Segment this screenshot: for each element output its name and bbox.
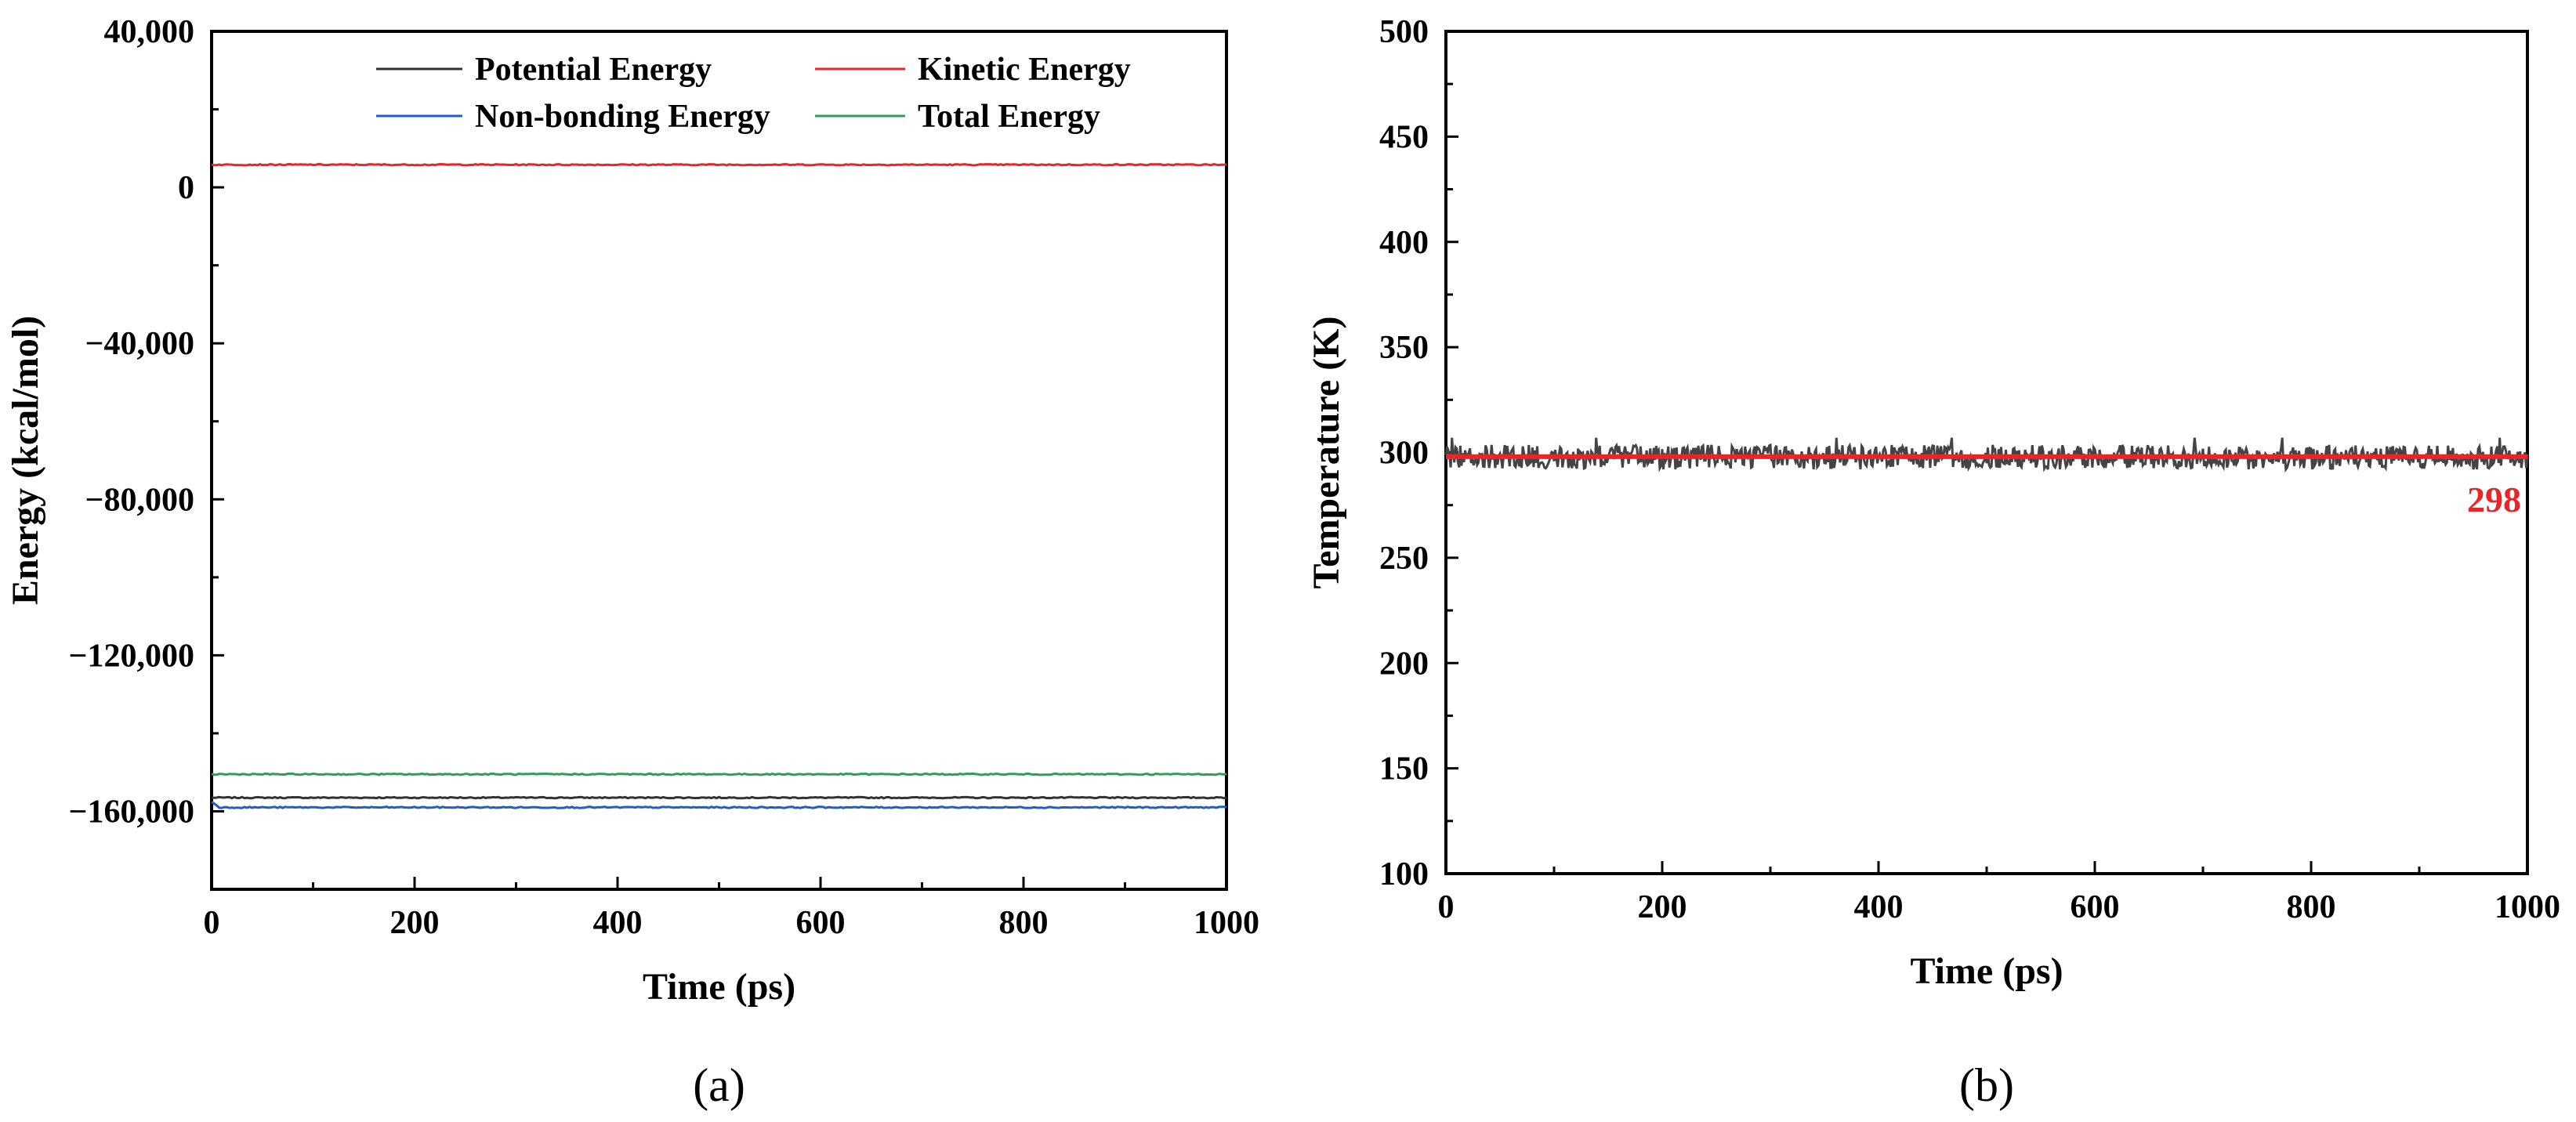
a-legend-label: Non-bonding Energy bbox=[475, 99, 770, 135]
a-legend-label: Potential Energy bbox=[475, 52, 712, 88]
a-series-line bbox=[211, 795, 1227, 800]
a-y-axis-title: Energy (kcal/mol) bbox=[5, 316, 46, 605]
temperature-chart: 0 200 400 600 800 1000 100 150 200 250 300 350 400 45… bbox=[1306, 14, 2560, 1111]
b-x-tick-label: 1000 bbox=[2494, 889, 2560, 925]
b-y-tick-label: 400 bbox=[1379, 225, 1429, 261]
b-panel-label: (b) bbox=[1959, 1059, 2014, 1111]
b-y-tick-label: 450 bbox=[1379, 119, 1429, 155]
b-y-tick-label: 300 bbox=[1379, 436, 1429, 472]
b-y-tick-label: 100 bbox=[1379, 856, 1429, 892]
a-legend-label: Kinetic Energy bbox=[918, 52, 1131, 88]
a-x-tick-label: 200 bbox=[390, 905, 440, 941]
b-x-tick-label: 200 bbox=[1638, 889, 1687, 925]
a-x-tick-label: 600 bbox=[796, 905, 846, 941]
a-panel-label: (a) bbox=[693, 1059, 745, 1111]
b-temperature-line bbox=[1444, 437, 2529, 473]
b-y-tick-label: 200 bbox=[1379, 646, 1429, 682]
a-x-axis-title: Time (ps) bbox=[643, 966, 795, 1008]
b-y-tick-label: 350 bbox=[1379, 330, 1429, 366]
b-y-tick-label: 250 bbox=[1379, 541, 1429, 577]
b-x-tick-label: 600 bbox=[2071, 889, 2120, 925]
b-x-axis-title: Time (ps) bbox=[1910, 950, 2063, 992]
a-legend-label: Total Energy bbox=[918, 99, 1100, 135]
a-y-tick-label: −160,000 bbox=[69, 794, 194, 830]
a-x-tick-label: 0 bbox=[204, 905, 220, 941]
a-y-tick-label: 0 bbox=[178, 170, 194, 206]
a-series-line bbox=[211, 801, 1227, 809]
a-y-tick-label: −120,000 bbox=[69, 638, 194, 674]
b-y-tick-label: 150 bbox=[1379, 751, 1429, 787]
a-y-tick-label: −40,000 bbox=[85, 326, 194, 362]
b-x-tick-label: 800 bbox=[2287, 889, 2336, 925]
a-series-line bbox=[211, 772, 1227, 776]
a-x-tick-label: 800 bbox=[999, 905, 1049, 941]
b-x-tick-label: 400 bbox=[1854, 889, 1904, 925]
a-x-tick-label: 1000 bbox=[1194, 905, 1259, 941]
b-y-tick-label: 500 bbox=[1379, 14, 1429, 50]
a-plot-frame bbox=[210, 30, 1228, 891]
a-series-line bbox=[211, 162, 1227, 167]
a-y-tick-label: −80,000 bbox=[85, 482, 194, 518]
energy-chart: 0 200 400 600 800 1000 40,000 0 −40,000 −80,000 −1… bbox=[5, 14, 1259, 1111]
b-x-tick-label: 0 bbox=[1438, 889, 1455, 925]
a-x-tick-label: 400 bbox=[593, 905, 643, 941]
b-y-axis-title: Temperature (K) bbox=[1306, 317, 1347, 589]
a-y-tick-label: 40,000 bbox=[104, 14, 195, 50]
b-annotation-298: 298 bbox=[2467, 480, 2521, 519]
